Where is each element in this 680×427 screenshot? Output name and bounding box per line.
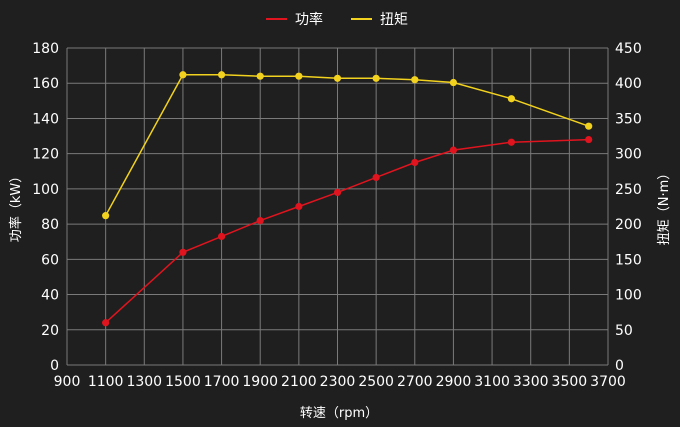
- x-tick-label: 1500: [165, 374, 201, 390]
- x-axis: 900 1100 1300 1500 1700 1900 2100 2300 2500 2700 2…: [54, 374, 626, 390]
- x-tick-label: 3100: [474, 374, 510, 390]
- torque-data-point: [333, 74, 342, 82]
- power-data-point: [256, 216, 264, 225]
- y-right-tick-label: 300: [615, 147, 642, 163]
- y-left-tick-label: 20: [41, 323, 59, 339]
- grid: [66, 47, 609, 366]
- x-tick-label: 900: [54, 374, 81, 390]
- y-right-tick-label: 50: [615, 323, 633, 339]
- y-right-tick-label: 400: [615, 76, 642, 92]
- y-left-tick-label: 160: [32, 76, 59, 92]
- x-tick-label: 2500: [358, 374, 394, 390]
- torque-data-point: [507, 95, 515, 103]
- y-right-tick-label: 450: [615, 41, 642, 57]
- torque-data-point: [256, 72, 264, 80]
- x-tick-label: 1300: [126, 374, 162, 390]
- torque-data-point: [102, 212, 110, 220]
- torque-data-point: [295, 72, 303, 80]
- y-right-tick-label: 200: [615, 217, 642, 233]
- y-left-tick-label: 140: [32, 111, 59, 127]
- power-data-point: [295, 202, 303, 211]
- y-left-tick-label: 60: [41, 252, 59, 268]
- right-axis: 0 50 100 150 200 250 300 350 400 450: [615, 41, 642, 374]
- x-axis-title: 转速（rpm）: [300, 406, 378, 421]
- y-axis-left-title: 功率（kW）: [8, 170, 24, 242]
- legend: 功率 扭矩: [266, 11, 408, 28]
- x-tick-label: 3700: [590, 374, 626, 390]
- power-data-point: [102, 319, 110, 327]
- x-tick-label: 2700: [397, 374, 433, 390]
- y-axis-right-title: 扭矩（N·m）: [657, 167, 672, 246]
- x-tick-label: 3300: [513, 374, 549, 390]
- legend-torque-label: 扭矩: [380, 12, 408, 28]
- power-data-point: [411, 158, 419, 167]
- torque-data-point: [585, 122, 593, 130]
- x-tick-label: 1900: [242, 374, 278, 390]
- torque-data-point: [179, 71, 187, 79]
- y-right-tick-label: 250: [615, 182, 642, 198]
- y-right-tick-label: 350: [615, 111, 642, 127]
- x-tick-label: 1100: [88, 374, 124, 390]
- torque-data-point: [411, 76, 419, 84]
- y-left-tick-label: 80: [41, 217, 59, 233]
- left-axis: 0 20 40 60 80 100 120 140 160 180: [32, 41, 59, 374]
- y-right-tick-label: 0: [615, 358, 624, 374]
- y-left-tick-label: 100: [32, 182, 59, 198]
- legend-power-label: 功率: [295, 11, 323, 28]
- power-data-point: [179, 248, 187, 256]
- power-data-point: [507, 138, 515, 146]
- power-data-point: [449, 146, 458, 154]
- series: [102, 71, 593, 327]
- y-left-tick-label: 180: [32, 41, 59, 57]
- torque-data-point: [217, 71, 226, 79]
- torque-data-point: [449, 78, 458, 87]
- power-data-point: [217, 232, 226, 241]
- power-data-point: [372, 173, 380, 182]
- torque-series-line: [104, 74, 589, 217]
- y-left-tick-label: 120: [32, 147, 59, 163]
- torque-data-point: [372, 74, 380, 82]
- power-data-point: [333, 188, 342, 197]
- x-tick-label: 3500: [552, 374, 588, 390]
- power-data-point: [585, 135, 593, 144]
- y-left-tick-label: 40: [41, 288, 59, 304]
- x-tick-label: 2300: [320, 374, 356, 390]
- y-right-tick-label: 100: [615, 288, 642, 304]
- x-tick-label: 2100: [281, 374, 317, 390]
- power-series-line: [105, 138, 589, 324]
- x-tick-label: 1700: [204, 374, 240, 390]
- x-tick-label: 2900: [436, 374, 472, 390]
- y-right-tick-label: 150: [615, 252, 642, 268]
- y-left-tick-label: 0: [50, 358, 59, 374]
